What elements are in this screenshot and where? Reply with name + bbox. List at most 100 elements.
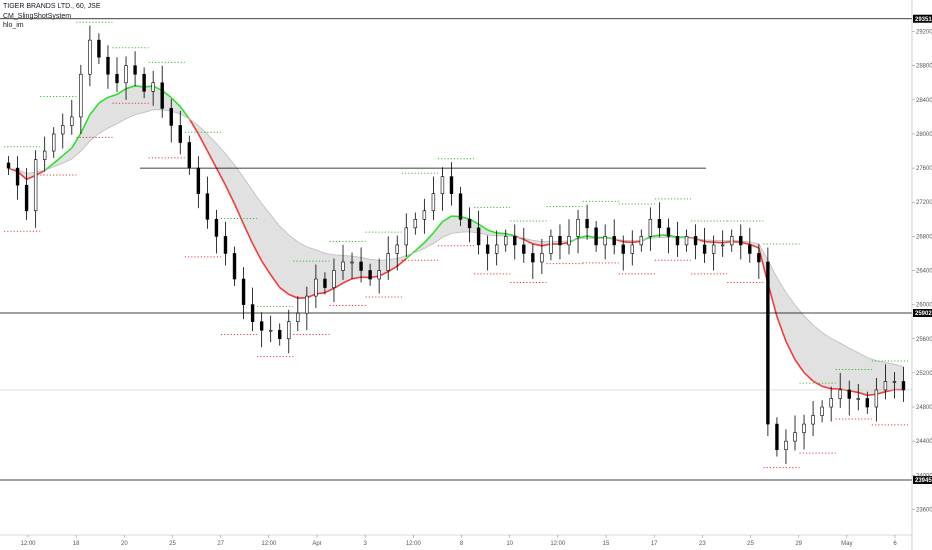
candle [359,247,363,283]
candle [332,258,336,303]
ema-fast-segment [188,118,200,135]
ema-fast-segment [89,102,100,116]
candle [223,221,228,266]
time-tick-label: 25 [169,541,176,547]
candle [404,213,408,257]
candle [901,366,906,402]
candle [567,219,571,255]
price-axis[interactable]: 23600 24000 24400 24800 25200 25600 26000 26400… [911,0,932,550]
candle [657,202,662,238]
candle [323,272,327,295]
time-tick-label: 27 [217,541,224,547]
candle-body [693,236,698,246]
candle-body [359,261,363,271]
horizontal-lines: 29351 25902 23945 [0,14,932,484]
price-tick-label: 29200 [916,30,932,36]
candle-body [169,108,173,126]
candle-body [775,423,779,450]
price-tick-label: 25600 [916,337,932,343]
candle-body [178,125,182,143]
time-tick-label: 15 [603,541,610,547]
candle [70,99,74,135]
candle-body [15,167,20,186]
candle [431,176,436,221]
candle [214,209,219,254]
time-tick-label: 3 [363,541,367,547]
ema-fast-segment [794,359,805,373]
candle-body [531,253,535,263]
time-tick-label: 12:00 [550,541,566,547]
ema-fast-segment [251,243,263,262]
candle-body [675,236,680,246]
candle [232,246,237,286]
ema-fast-segment [215,167,227,186]
candle-body [332,270,336,288]
candle-body [847,389,851,399]
candle-body [793,432,797,442]
candle [666,218,671,254]
candle-body [784,440,788,450]
candle [739,224,743,260]
ema-fast-segment [532,243,543,247]
ema-fast-segment [107,93,118,99]
candle [368,263,372,286]
candle-body [314,278,318,297]
candle-body [377,270,381,280]
legend-indicator-1[interactable]: CM_SlingShotSystem [3,12,72,20]
candle-body [142,73,146,92]
candle-body [522,244,526,254]
candle-body [241,278,246,305]
candle [296,296,300,332]
candle [549,229,553,261]
ema-fast-segment [713,241,723,244]
ema-fast-segment [785,341,796,361]
ema-fast-segment [414,242,425,252]
time-tick-label: 17 [651,541,658,547]
candle [458,186,463,227]
candle-body [612,236,616,246]
candle [305,286,309,331]
candle-body [485,244,490,254]
candle-body [115,73,119,84]
candle [874,378,879,422]
candle [485,235,490,271]
candle-body [259,321,264,331]
candle [142,67,146,99]
candle [413,212,418,235]
ema-fast-segment [821,385,832,390]
candle-body [766,261,770,425]
candle-body [467,219,472,229]
ema-fast-segment [270,274,281,289]
ema-fast-segment [405,250,416,260]
legend-symbol[interactable]: TIGER BRANDS LTD., 60, JSE [3,3,101,10]
candle-body [196,167,201,195]
candle [15,156,20,200]
ema-fast-segment [98,96,109,104]
candle-body [205,193,210,220]
candle [169,99,173,143]
legend-indicator-2[interactable]: hlo_im [3,22,24,29]
time-axis[interactable]: 12:00 18 20 25 27 12:00 Apr 3 12:00 8 10 12:00 15 17 2… [0,534,912,547]
candle [196,156,201,209]
candle [106,45,110,89]
candle-body [666,227,671,237]
candle [684,229,689,252]
ema-fast-segment [170,96,181,108]
candle [711,235,716,271]
candle [766,247,770,437]
horizontal-line-label: 29351 [915,17,932,23]
ema-fast-segment [233,203,245,225]
horizontal-line-label: 23945 [915,478,932,484]
candle-body [6,162,11,169]
candle-body [458,193,463,220]
ema-fast-segment [242,223,254,244]
candle-body [287,321,291,340]
candle [160,65,164,118]
candle [775,417,779,457]
candle [585,204,589,240]
candle-body [350,261,354,264]
candle [133,51,137,87]
candle [151,70,155,106]
horizontal-line-label-bg [913,475,932,484]
